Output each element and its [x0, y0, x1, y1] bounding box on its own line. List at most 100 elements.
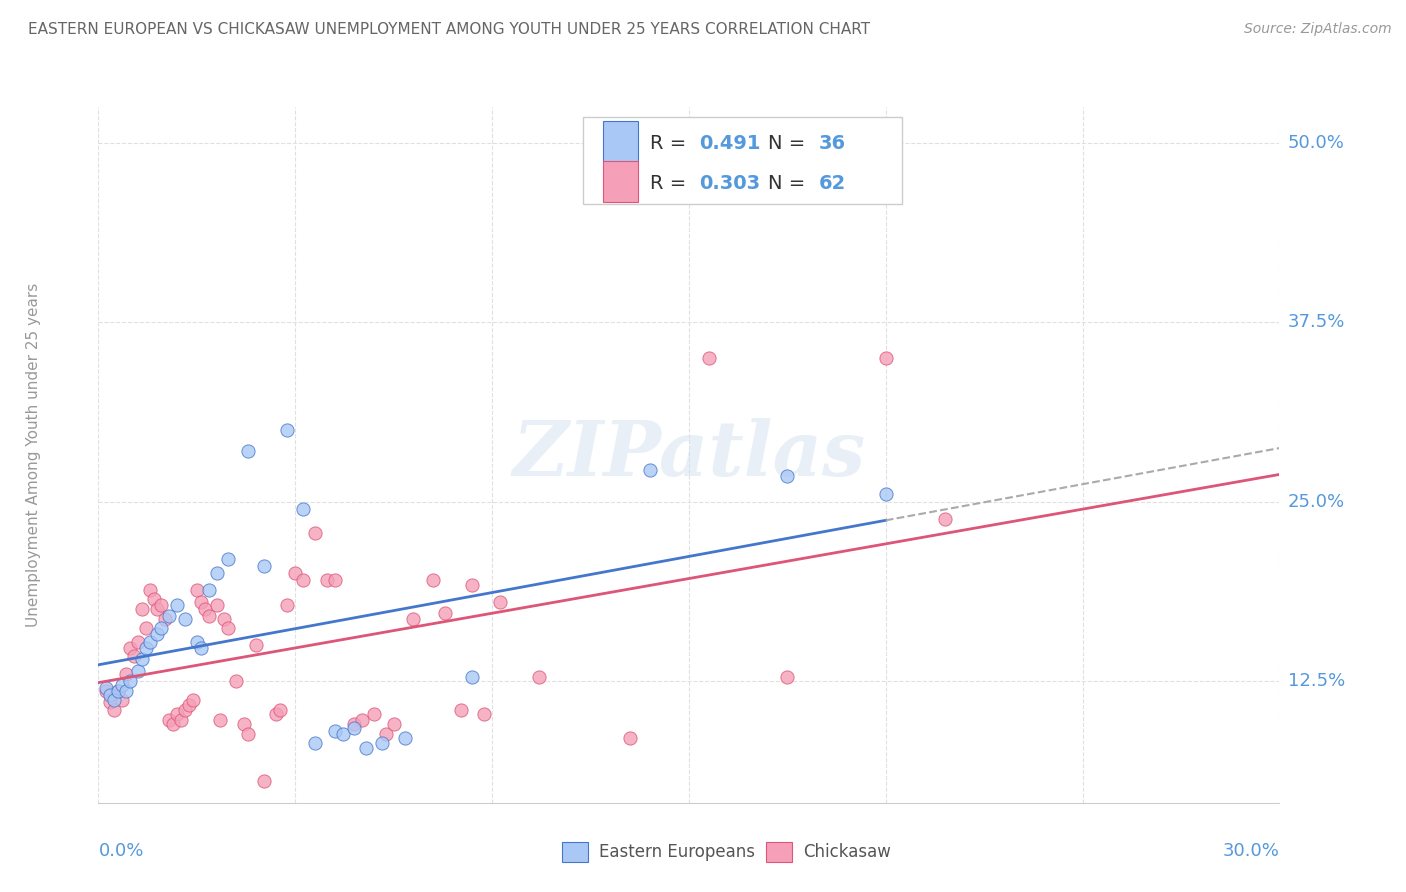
- Point: [638, 463, 661, 477]
- Text: ZIPatlas: ZIPatlas: [512, 418, 866, 491]
- Point: [103, 692, 125, 706]
- Point: [276, 598, 298, 612]
- Point: [315, 574, 337, 588]
- Point: [155, 612, 177, 626]
- Point: [284, 566, 307, 581]
- Point: [236, 444, 259, 458]
- Point: [489, 595, 512, 609]
- Point: [166, 706, 188, 721]
- Point: [304, 735, 326, 749]
- Point: [875, 487, 897, 501]
- Point: [253, 774, 276, 789]
- Point: [96, 681, 118, 695]
- Point: [166, 598, 188, 612]
- Text: Eastern Europeans: Eastern Europeans: [599, 843, 755, 861]
- Point: [214, 612, 236, 626]
- Text: 0.491: 0.491: [700, 134, 761, 153]
- Point: [205, 598, 228, 612]
- Point: [103, 702, 125, 716]
- Point: [245, 638, 267, 652]
- Point: [382, 717, 405, 731]
- Text: Unemployment Among Youth under 25 years: Unemployment Among Youth under 25 years: [25, 283, 41, 627]
- Point: [177, 698, 200, 713]
- Point: [98, 695, 121, 709]
- Point: [115, 666, 138, 681]
- Point: [205, 566, 228, 581]
- Point: [135, 621, 157, 635]
- Point: [107, 684, 129, 698]
- Point: [236, 727, 259, 741]
- Point: [529, 669, 551, 683]
- Point: [190, 595, 212, 609]
- Point: [127, 664, 149, 678]
- Text: Chickasaw: Chickasaw: [803, 843, 891, 861]
- Point: [343, 721, 366, 735]
- Point: [323, 574, 346, 588]
- Point: [934, 512, 956, 526]
- Point: [150, 621, 173, 635]
- Point: [197, 583, 219, 598]
- Text: 30.0%: 30.0%: [1223, 842, 1279, 860]
- Point: [776, 468, 799, 483]
- Text: 0.0%: 0.0%: [98, 842, 143, 860]
- Point: [352, 713, 374, 727]
- Text: R =: R =: [650, 134, 693, 153]
- Text: 36: 36: [818, 134, 846, 153]
- Point: [217, 621, 239, 635]
- Point: [461, 578, 484, 592]
- Text: 12.5%: 12.5%: [1288, 672, 1346, 690]
- Point: [194, 602, 217, 616]
- Text: 0.303: 0.303: [700, 174, 761, 193]
- Point: [394, 731, 416, 746]
- Point: [122, 649, 145, 664]
- Point: [472, 706, 495, 721]
- Point: [276, 423, 298, 437]
- Point: [292, 501, 315, 516]
- Point: [131, 652, 153, 666]
- Point: [190, 640, 212, 655]
- Point: [118, 640, 141, 655]
- Text: EASTERN EUROPEAN VS CHICKASAW UNEMPLOYMENT AMONG YOUTH UNDER 25 YEARS CORRELATIO: EASTERN EUROPEAN VS CHICKASAW UNEMPLOYME…: [28, 22, 870, 37]
- Point: [217, 552, 239, 566]
- Point: [118, 673, 141, 688]
- Point: [115, 684, 138, 698]
- Point: [332, 727, 354, 741]
- Point: [343, 717, 366, 731]
- Text: N =: N =: [768, 134, 811, 153]
- Point: [233, 717, 256, 731]
- Point: [422, 574, 444, 588]
- Point: [875, 351, 897, 365]
- Point: [209, 713, 232, 727]
- Point: [150, 598, 173, 612]
- Point: [157, 713, 180, 727]
- Point: [450, 702, 472, 716]
- Point: [269, 702, 291, 716]
- Point: [174, 612, 197, 626]
- Point: [157, 609, 180, 624]
- Text: 50.0%: 50.0%: [1288, 134, 1344, 152]
- Text: R =: R =: [650, 174, 693, 193]
- Point: [776, 669, 799, 683]
- Point: [186, 635, 208, 649]
- FancyBboxPatch shape: [603, 161, 638, 202]
- Point: [253, 559, 276, 574]
- Point: [292, 574, 315, 588]
- Text: 62: 62: [818, 174, 846, 193]
- Point: [225, 673, 247, 688]
- Text: 25.0%: 25.0%: [1288, 492, 1346, 510]
- Point: [402, 612, 425, 626]
- Point: [111, 678, 134, 692]
- Point: [371, 735, 394, 749]
- Point: [146, 602, 169, 616]
- Point: [127, 635, 149, 649]
- Point: [363, 706, 385, 721]
- Point: [186, 583, 208, 598]
- Point: [354, 741, 377, 756]
- Point: [138, 583, 160, 598]
- Point: [170, 713, 193, 727]
- Point: [374, 727, 396, 741]
- Point: [138, 635, 160, 649]
- Text: N =: N =: [768, 174, 811, 193]
- Point: [323, 724, 346, 739]
- Point: [697, 351, 720, 365]
